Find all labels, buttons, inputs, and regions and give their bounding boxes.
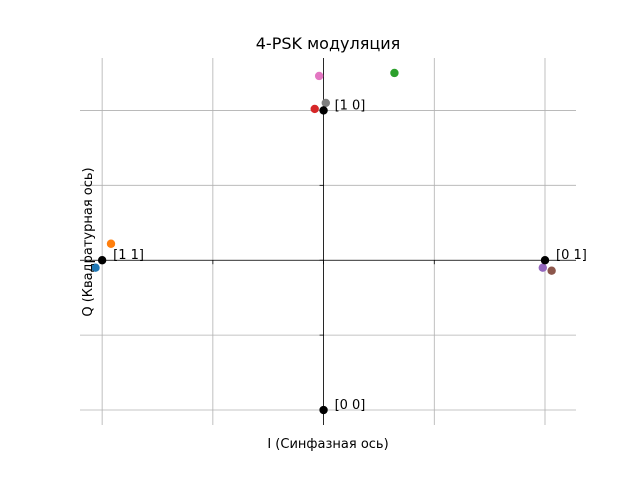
received-point xyxy=(91,263,100,272)
received-point xyxy=(390,68,399,78)
y-axis-label: Q (Квадратурная ось) xyxy=(81,167,96,316)
constellation-label: [1 1] xyxy=(113,248,144,263)
constellation-label: [1 0] xyxy=(335,98,366,113)
constellation-point xyxy=(319,405,328,415)
chart-title: 4-PSK модуляция xyxy=(256,34,401,53)
received-point xyxy=(310,104,319,114)
constellation-points xyxy=(97,106,550,415)
constellation-point xyxy=(540,256,550,265)
received-point xyxy=(321,98,330,108)
received-point xyxy=(106,239,116,248)
received-point xyxy=(547,266,556,275)
received-point xyxy=(314,71,324,81)
received-point xyxy=(538,263,547,272)
constellation-point xyxy=(319,106,328,115)
constellation-label: [0 0] xyxy=(335,398,366,413)
x-axis-label: I (Синфазная ось) xyxy=(267,437,388,452)
constellation-point xyxy=(97,256,107,265)
constellation-label: [0 1] xyxy=(556,248,587,263)
received-points xyxy=(91,68,556,275)
constellation-labels: [1 0] [1 1] [0 1] [0 0] xyxy=(113,98,587,413)
axes xyxy=(80,58,576,425)
